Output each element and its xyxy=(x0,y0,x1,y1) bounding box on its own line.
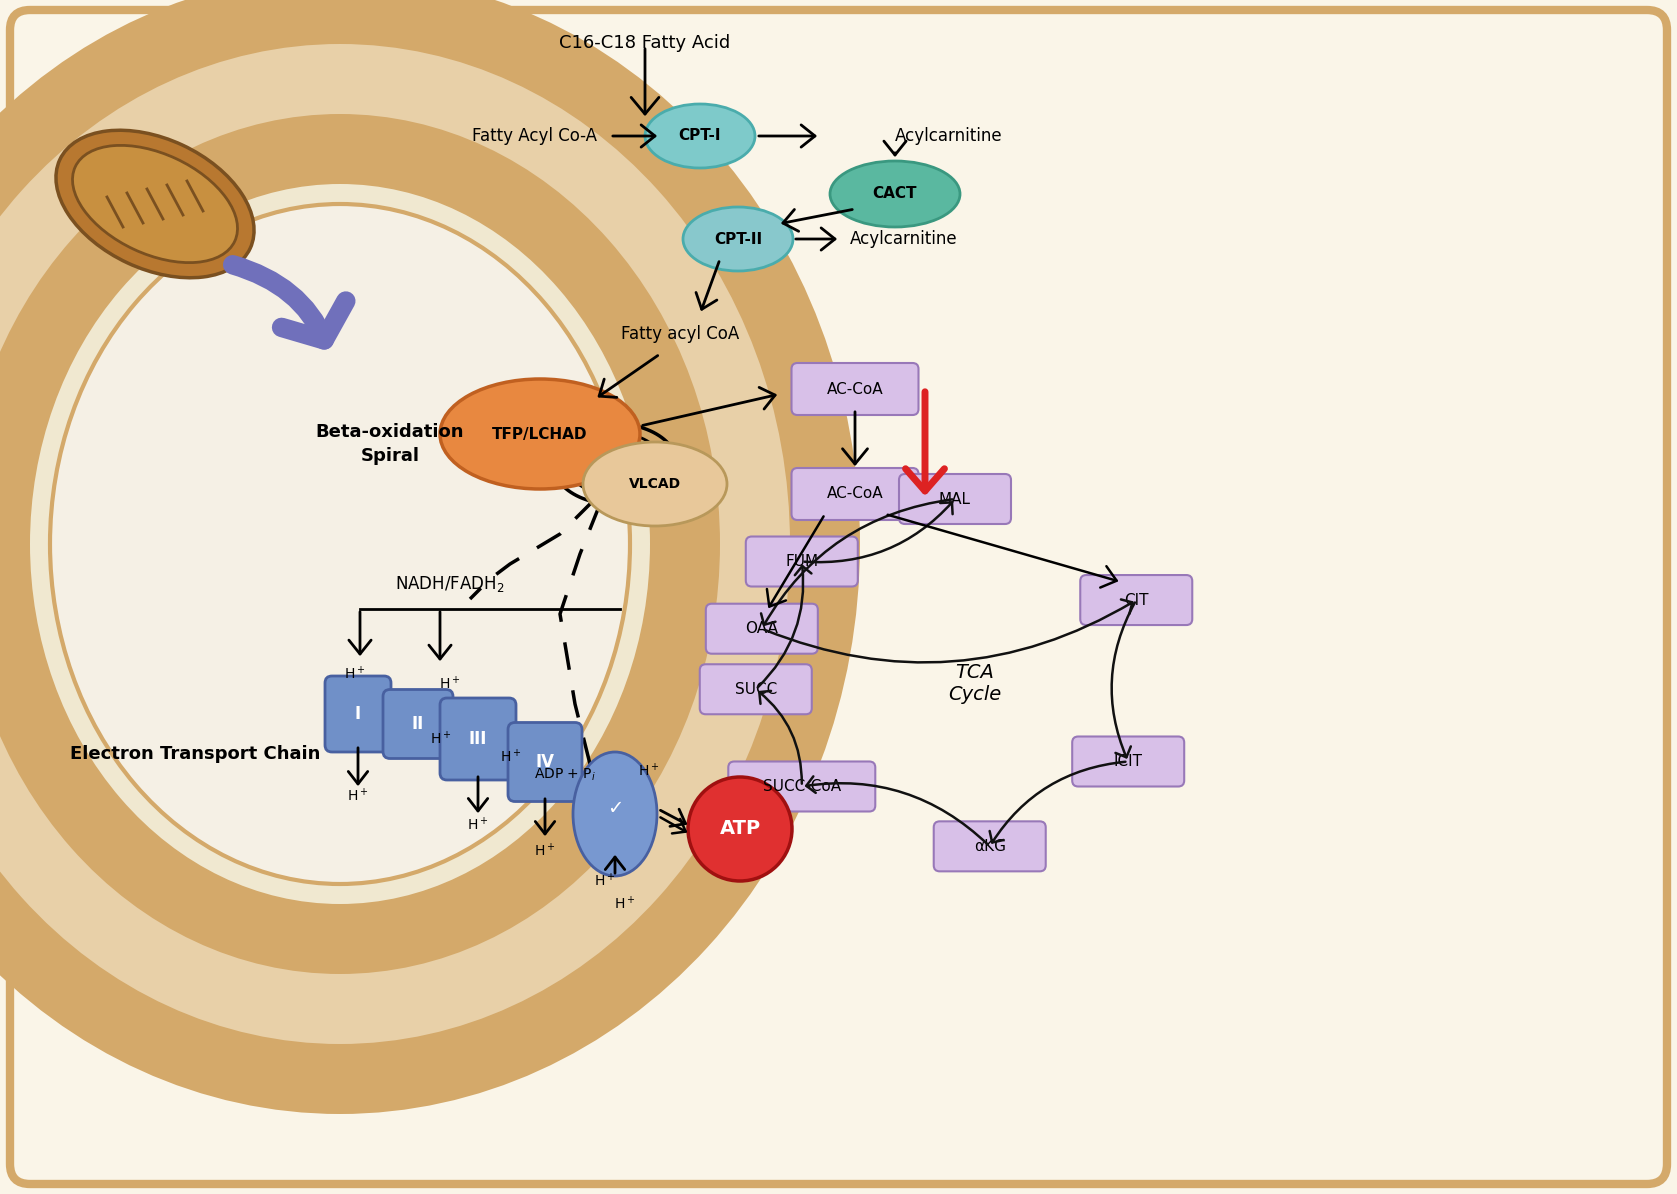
Text: H$^+$: H$^+$ xyxy=(429,730,451,747)
Text: H$^+$: H$^+$ xyxy=(468,816,488,833)
Text: II: II xyxy=(413,715,424,733)
FancyBboxPatch shape xyxy=(699,664,812,714)
Ellipse shape xyxy=(646,104,755,168)
Text: CIT: CIT xyxy=(1124,592,1149,608)
FancyBboxPatch shape xyxy=(792,468,919,521)
Text: Fatty Acyl Co-A: Fatty Acyl Co-A xyxy=(473,127,597,144)
Text: NADH/FADH$_2$: NADH/FADH$_2$ xyxy=(396,574,505,593)
Text: ✓: ✓ xyxy=(607,800,624,819)
Text: H$^+$: H$^+$ xyxy=(535,842,555,858)
Text: Acylcarnitine: Acylcarnitine xyxy=(896,127,1003,144)
Text: Acylcarnitine: Acylcarnitine xyxy=(850,230,958,248)
Text: H$^+$: H$^+$ xyxy=(614,894,636,912)
Text: AC-CoA: AC-CoA xyxy=(827,382,884,396)
FancyBboxPatch shape xyxy=(382,689,453,758)
Circle shape xyxy=(688,777,792,881)
Text: MAL: MAL xyxy=(939,492,971,506)
Ellipse shape xyxy=(50,204,631,884)
Text: FUM: FUM xyxy=(785,554,818,570)
Ellipse shape xyxy=(574,752,657,876)
Text: H$^+$: H$^+$ xyxy=(637,762,659,778)
Text: I: I xyxy=(356,704,361,724)
FancyBboxPatch shape xyxy=(792,363,919,416)
Text: ADP + P$_i$: ADP + P$_i$ xyxy=(533,767,595,783)
Text: SUCC: SUCC xyxy=(735,682,776,697)
Text: TFP/LCHAD: TFP/LCHAD xyxy=(493,426,587,442)
Text: IV: IV xyxy=(535,753,555,771)
Text: H$^+$: H$^+$ xyxy=(500,747,522,765)
Ellipse shape xyxy=(0,44,790,1044)
Ellipse shape xyxy=(30,184,651,904)
Text: H$^+$: H$^+$ xyxy=(344,665,366,682)
Text: OAA: OAA xyxy=(745,621,778,636)
FancyBboxPatch shape xyxy=(728,762,875,812)
Text: SUCC-CoA: SUCC-CoA xyxy=(763,778,840,794)
FancyBboxPatch shape xyxy=(439,698,517,780)
FancyBboxPatch shape xyxy=(508,722,582,801)
FancyBboxPatch shape xyxy=(934,821,1046,872)
Text: H$^+$: H$^+$ xyxy=(594,872,615,890)
Text: III: III xyxy=(470,730,488,747)
FancyBboxPatch shape xyxy=(10,10,1667,1184)
Text: αKG: αKG xyxy=(974,839,1006,854)
Ellipse shape xyxy=(683,207,793,271)
Ellipse shape xyxy=(439,378,641,490)
Text: Electron Transport Chain: Electron Transport Chain xyxy=(70,745,320,763)
Ellipse shape xyxy=(0,0,860,1114)
FancyBboxPatch shape xyxy=(1080,576,1192,624)
Text: Fatty acyl CoA: Fatty acyl CoA xyxy=(620,325,740,343)
FancyBboxPatch shape xyxy=(1072,737,1184,787)
Text: ATP: ATP xyxy=(719,819,761,838)
Text: CACT: CACT xyxy=(872,186,917,202)
Ellipse shape xyxy=(55,130,253,278)
FancyBboxPatch shape xyxy=(899,474,1011,524)
Text: VLCAD: VLCAD xyxy=(629,476,681,491)
Ellipse shape xyxy=(584,442,728,527)
FancyBboxPatch shape xyxy=(746,536,859,586)
Text: TCA
Cycle: TCA Cycle xyxy=(949,664,1001,704)
Text: C16-C18 Fatty Acid: C16-C18 Fatty Acid xyxy=(560,33,731,53)
Text: AC-CoA: AC-CoA xyxy=(827,486,884,501)
FancyBboxPatch shape xyxy=(706,604,818,653)
Ellipse shape xyxy=(0,113,719,974)
Text: CPT-II: CPT-II xyxy=(714,232,761,246)
Text: H$^+$: H$^+$ xyxy=(347,787,369,804)
Text: CPT-I: CPT-I xyxy=(679,129,721,143)
Text: ICIT: ICIT xyxy=(1114,753,1142,769)
FancyBboxPatch shape xyxy=(325,676,391,752)
Text: Beta-oxidation
Spiral: Beta-oxidation Spiral xyxy=(315,423,465,464)
Ellipse shape xyxy=(72,146,238,263)
Ellipse shape xyxy=(830,161,959,227)
Text: H$^+$: H$^+$ xyxy=(439,675,461,693)
